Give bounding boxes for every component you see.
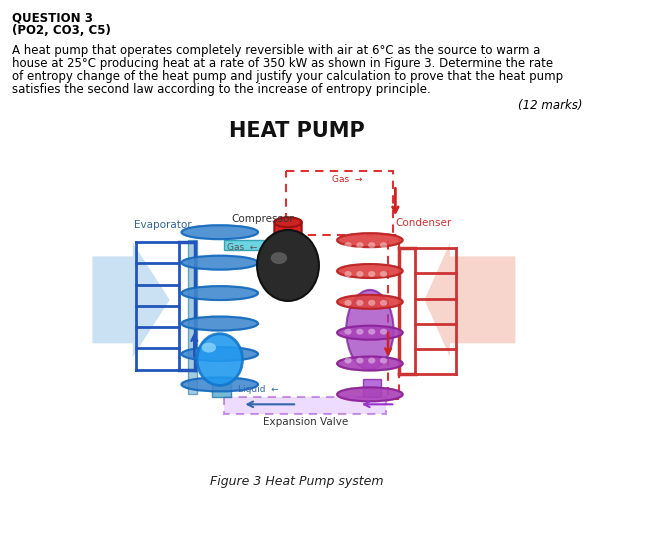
- Ellipse shape: [182, 256, 258, 270]
- Text: of entropy change of the heat pump and justify your calculation to prove that th: of entropy change of the heat pump and j…: [12, 70, 563, 83]
- Text: (12 marks): (12 marks): [518, 99, 583, 112]
- Ellipse shape: [356, 358, 363, 364]
- Ellipse shape: [182, 225, 258, 239]
- FancyBboxPatch shape: [225, 397, 386, 414]
- Ellipse shape: [368, 300, 376, 306]
- Text: satisfies the second law according to the increase of entropy principle.: satisfies the second law according to th…: [12, 83, 431, 96]
- Ellipse shape: [337, 233, 402, 247]
- Ellipse shape: [380, 358, 387, 364]
- Ellipse shape: [356, 242, 363, 248]
- Ellipse shape: [356, 300, 363, 306]
- Ellipse shape: [337, 264, 402, 278]
- Text: Liquid  ←: Liquid ←: [238, 385, 279, 395]
- Ellipse shape: [380, 242, 387, 248]
- Ellipse shape: [344, 271, 352, 277]
- Text: Compressor: Compressor: [232, 214, 294, 225]
- Ellipse shape: [182, 347, 258, 361]
- Ellipse shape: [182, 347, 258, 361]
- FancyBboxPatch shape: [225, 240, 283, 250]
- Polygon shape: [424, 243, 516, 357]
- Ellipse shape: [182, 378, 258, 391]
- Text: Evaporator: Evaporator: [134, 220, 192, 231]
- Text: HEAT PUMP: HEAT PUMP: [229, 121, 365, 141]
- Ellipse shape: [182, 317, 258, 330]
- Ellipse shape: [182, 317, 258, 330]
- FancyBboxPatch shape: [363, 379, 381, 397]
- Polygon shape: [92, 243, 170, 357]
- Ellipse shape: [356, 271, 363, 277]
- Ellipse shape: [344, 300, 352, 306]
- Ellipse shape: [337, 295, 402, 309]
- FancyBboxPatch shape: [212, 384, 230, 397]
- Text: Gas  →: Gas →: [331, 175, 362, 185]
- Text: house at 25°C producing heat at a rate of 350 kW as shown in Figure 3. Determine: house at 25°C producing heat at a rate o…: [12, 57, 553, 70]
- Ellipse shape: [337, 264, 402, 278]
- Ellipse shape: [344, 358, 352, 364]
- FancyBboxPatch shape: [188, 240, 197, 395]
- Ellipse shape: [344, 329, 352, 335]
- Ellipse shape: [271, 252, 287, 264]
- Ellipse shape: [380, 329, 387, 335]
- Ellipse shape: [337, 387, 402, 401]
- Ellipse shape: [274, 217, 301, 227]
- Ellipse shape: [202, 343, 216, 353]
- Ellipse shape: [380, 300, 387, 306]
- Text: Expansion Valve: Expansion Valve: [262, 417, 348, 427]
- Text: (PO2, CO3, C5): (PO2, CO3, C5): [12, 25, 111, 37]
- Text: A heat pump that operates completely reversible with air at 6°C as the source to: A heat pump that operates completely rev…: [12, 44, 541, 57]
- Ellipse shape: [337, 387, 402, 401]
- Ellipse shape: [368, 271, 376, 277]
- Ellipse shape: [368, 242, 376, 248]
- Text: Figure 3 Heat Pump system: Figure 3 Heat Pump system: [210, 475, 384, 488]
- Ellipse shape: [337, 233, 402, 247]
- Ellipse shape: [197, 334, 243, 385]
- Ellipse shape: [257, 230, 319, 301]
- Ellipse shape: [182, 225, 258, 239]
- Ellipse shape: [182, 286, 258, 300]
- Ellipse shape: [337, 326, 402, 340]
- Text: QUESTION 3: QUESTION 3: [12, 11, 93, 25]
- Ellipse shape: [344, 242, 352, 248]
- Ellipse shape: [337, 295, 402, 309]
- Ellipse shape: [337, 356, 402, 371]
- Ellipse shape: [182, 378, 258, 391]
- Ellipse shape: [337, 356, 402, 371]
- Ellipse shape: [380, 271, 387, 277]
- Ellipse shape: [368, 358, 376, 364]
- Ellipse shape: [337, 326, 402, 340]
- Ellipse shape: [368, 329, 376, 335]
- Ellipse shape: [356, 329, 363, 335]
- Ellipse shape: [182, 286, 258, 300]
- Text: Condenser: Condenser: [395, 219, 452, 228]
- Ellipse shape: [182, 256, 258, 270]
- FancyBboxPatch shape: [274, 220, 301, 246]
- Text: Gas  ←: Gas ←: [227, 243, 257, 252]
- Ellipse shape: [346, 290, 394, 370]
